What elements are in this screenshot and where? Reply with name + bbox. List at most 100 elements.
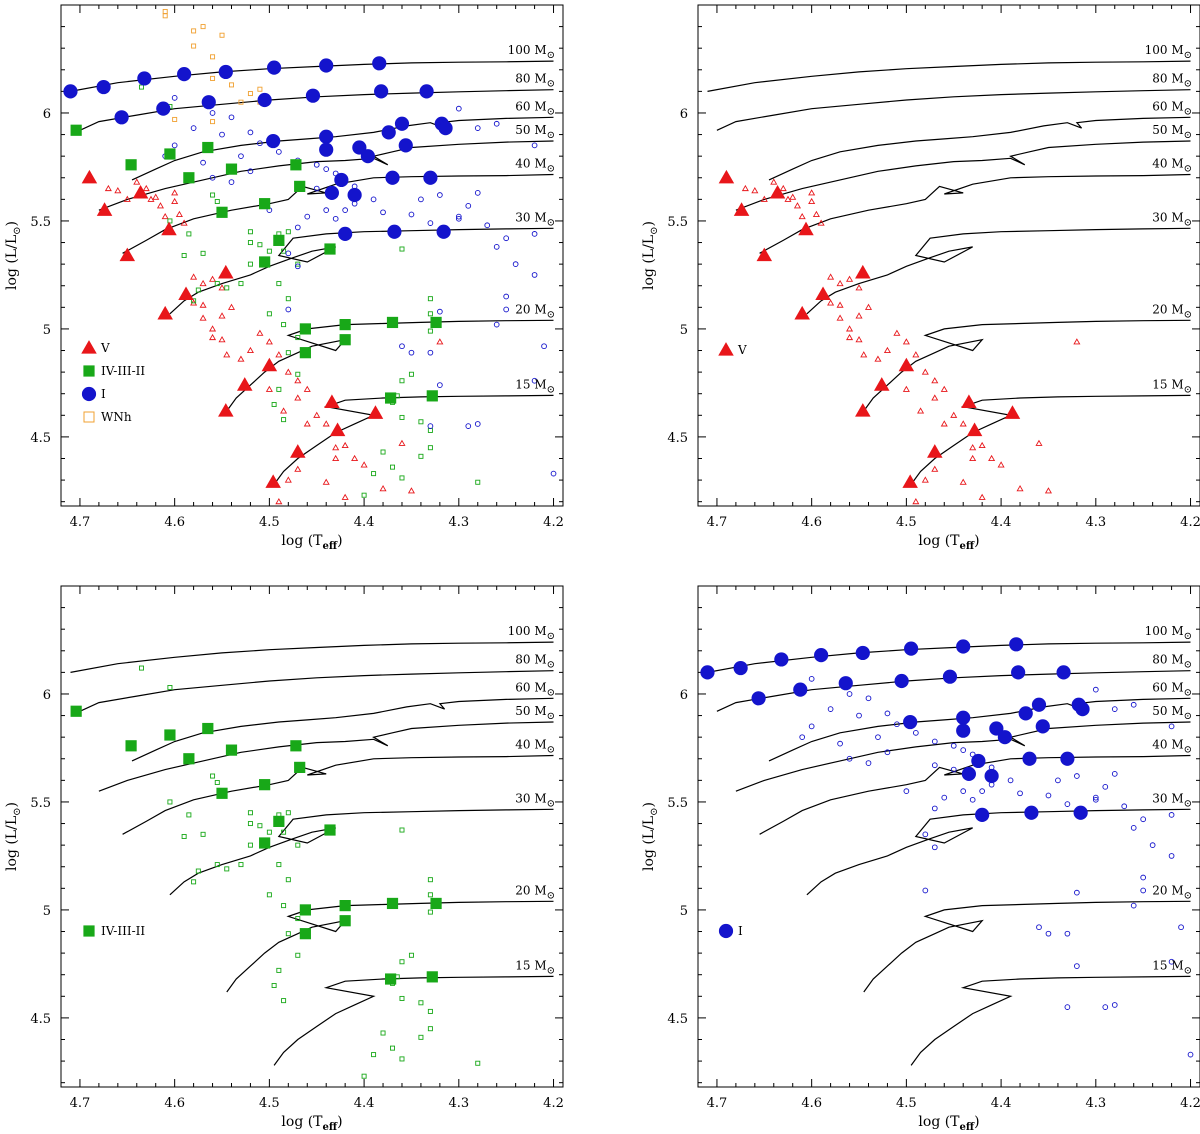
x-tick-label: 4.5 xyxy=(896,515,917,530)
observed-point-iv-iii-ii xyxy=(399,378,405,384)
model-point-i xyxy=(838,676,853,691)
observed-point-i xyxy=(1130,902,1137,909)
observed-point-v xyxy=(789,193,797,200)
observed-point-i xyxy=(418,196,424,203)
observed-point-i xyxy=(209,110,216,116)
observed-point-iv-iii-ii xyxy=(224,285,230,291)
observed-point-v xyxy=(156,202,164,209)
observed-point-iv-iii-ii xyxy=(247,229,253,235)
observed-point-iv-iii-ii xyxy=(295,916,301,922)
track-label-100: 100 M⊙ xyxy=(508,43,555,61)
track-label-20: 20 M⊙ xyxy=(1152,883,1192,901)
observed-point-v xyxy=(770,178,778,185)
model-point-iv-iii-ii xyxy=(426,390,438,402)
model-point-iv-iii-ii xyxy=(386,897,399,910)
plot-frame xyxy=(60,585,564,1088)
model-point-iv-iii-ii xyxy=(273,815,285,827)
observed-point-iv-iii-ii xyxy=(371,1052,377,1058)
observed-point-iv-iii-ii xyxy=(266,248,272,254)
observed-point-i xyxy=(171,142,178,149)
observed-point-i xyxy=(931,805,938,812)
track-15-msun xyxy=(273,394,554,485)
model-point-i xyxy=(96,79,111,95)
x-axis-close: ) xyxy=(974,1114,979,1130)
track-label-100: 100 M⊙ xyxy=(1145,43,1192,61)
observed-point-v xyxy=(209,275,217,282)
model-point-i xyxy=(751,691,766,706)
observed-point-v xyxy=(332,454,340,462)
model-point-iv-iii-ii xyxy=(216,206,228,218)
observed-point-i xyxy=(247,168,254,175)
observed-point-i xyxy=(1092,794,1099,801)
panel-class-supergiants: 4.7 4.6 4.5 4.4 4.3 4.2 4.5 5 5.5 6 log (Teff) log … xyxy=(641,585,1200,1133)
observed-point-i xyxy=(294,263,301,270)
msun-subscript: ⊙ xyxy=(547,890,555,901)
y-axis-title: log (L/L⊙) xyxy=(4,221,23,290)
observed-point-i xyxy=(1168,723,1175,730)
observed-point-iv-iii-ii xyxy=(238,281,244,287)
observed-point-iv-iii-ii xyxy=(380,449,386,455)
observed-point-i xyxy=(969,796,976,803)
observed-point-iv-iii-ii xyxy=(257,823,263,829)
observed-point-v xyxy=(303,385,311,392)
observed-point-iv-iii-ii xyxy=(475,1060,481,1066)
observed-point-v xyxy=(988,454,996,462)
model-point-i xyxy=(177,67,192,82)
observed-point-i xyxy=(1140,874,1147,881)
observed-point-iv-iii-ii xyxy=(266,829,272,835)
observed-point-i xyxy=(894,721,900,728)
model-point-v xyxy=(367,405,384,419)
msun-subscript: ⊙ xyxy=(547,130,555,141)
msun-subscript: ⊙ xyxy=(1184,745,1192,756)
observed-point-i xyxy=(1102,1004,1109,1010)
model-point-i xyxy=(257,92,272,108)
model-point-v xyxy=(96,202,113,216)
observed-point-v xyxy=(246,346,254,354)
y-axis-subscript: ⊙ xyxy=(649,226,660,234)
observed-point-i xyxy=(427,220,434,226)
x-tick-label: 4.3 xyxy=(1085,1096,1106,1111)
observed-point-v xyxy=(921,476,929,483)
observed-point-v xyxy=(123,195,131,202)
msun-subscript: ⊙ xyxy=(547,106,555,117)
model-point-v xyxy=(329,422,346,437)
observed-point-iv-iii-ii xyxy=(427,328,433,334)
observed-point-v xyxy=(836,301,844,308)
x-axis-close: ) xyxy=(974,533,979,549)
model-point-v xyxy=(756,247,773,262)
observed-point-iv-iii-ii xyxy=(200,831,206,837)
y-axis-close: ) xyxy=(4,221,20,226)
observed-point-v xyxy=(227,303,236,310)
model-point-iv-iii-ii xyxy=(225,163,238,175)
observed-point-i xyxy=(437,382,443,388)
track-label-15: 15 M⊙ xyxy=(1152,958,1192,976)
observed-point-v xyxy=(959,420,967,427)
observed-point-v xyxy=(874,355,882,362)
observed-point-i xyxy=(931,738,938,745)
model-point-i xyxy=(1018,706,1033,721)
observed-point-i xyxy=(541,343,547,350)
observed-point-iv-iii-ii xyxy=(418,1000,424,1006)
observed-point-v xyxy=(827,299,835,306)
observed-point-v xyxy=(997,461,1005,468)
observed-point-iv-iii-ii xyxy=(285,810,291,816)
model-point-i xyxy=(324,185,339,200)
observed-point-iv-iii-ii xyxy=(427,877,433,883)
track-label-20: 20 M⊙ xyxy=(1152,302,1192,320)
y-axis-subscript: ⊙ xyxy=(12,807,23,815)
y-tick-label: 5 xyxy=(680,904,688,919)
panel-class-giants: 4.7 4.6 4.5 4.4 4.3 4.2 4.5 5 5.5 6 log (Teff) log … xyxy=(4,585,564,1133)
observed-point-i xyxy=(380,209,386,216)
msun-subscript: ⊙ xyxy=(1184,217,1192,228)
observed-point-iv-iii-ii xyxy=(427,296,433,302)
track-label-50: 50 M⊙ xyxy=(515,123,555,141)
model-point-i xyxy=(319,58,334,73)
x-tick-label: 4.4 xyxy=(991,515,1012,530)
observed-point-iv-iii-ii xyxy=(191,879,197,885)
msun-subscript: ⊙ xyxy=(1184,890,1192,901)
track-50-msun xyxy=(735,721,1191,792)
observed-point-v xyxy=(104,184,112,192)
observed-point-v xyxy=(940,420,948,427)
track-label-30: 30 M⊙ xyxy=(515,210,555,228)
observed-point-iv-iii-ii xyxy=(427,892,433,898)
